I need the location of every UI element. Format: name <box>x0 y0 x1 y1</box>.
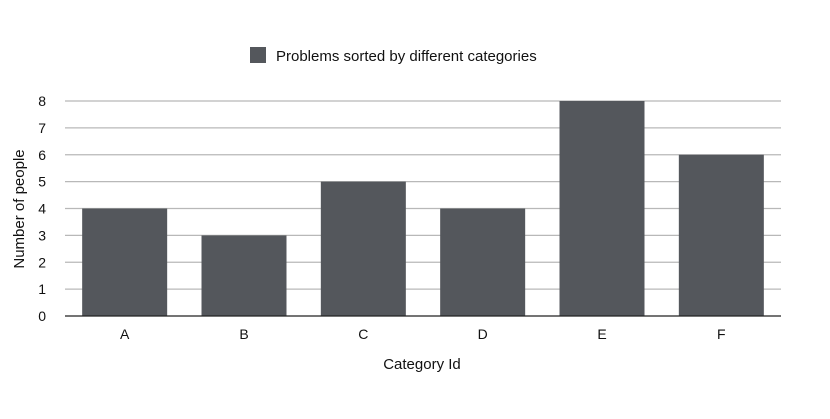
legend-label: Problems sorted by different categories <box>276 48 537 65</box>
bar-f <box>678 154 764 316</box>
x-tick-label: D <box>478 326 488 342</box>
legend-swatch <box>250 47 266 63</box>
y-tick-label: 4 <box>38 201 46 217</box>
bar-b <box>201 235 287 316</box>
legend: Problems sorted by different categories <box>250 47 537 65</box>
y-tick-labels: 0 1 2 3 4 5 6 7 8 <box>38 93 46 324</box>
bar-e <box>559 101 645 316</box>
y-tick-label: 2 <box>38 254 46 270</box>
bars <box>82 101 764 316</box>
bar-a <box>82 208 168 316</box>
bar-c <box>320 181 406 316</box>
x-tick-label: A <box>120 326 130 342</box>
x-axis-title: Category Id <box>383 356 461 373</box>
y-tick-label: 3 <box>38 227 46 243</box>
x-tick-labels: A B C D E F <box>120 326 726 342</box>
y-tick-label: 1 <box>38 281 46 297</box>
x-tick-label: F <box>717 326 726 342</box>
x-tick-label: C <box>358 326 368 342</box>
x-tick-label: E <box>597 326 606 342</box>
y-tick-label: 8 <box>38 93 46 109</box>
bar-d <box>440 208 526 316</box>
x-tick-label: B <box>239 326 248 342</box>
y-tick-label: 6 <box>38 147 46 163</box>
gridlines <box>65 100 781 290</box>
y-tick-label: 7 <box>38 120 46 136</box>
y-axis-title: Number of people <box>11 149 28 268</box>
y-tick-label: 5 <box>38 174 46 190</box>
y-tick-label: 0 <box>38 308 46 324</box>
